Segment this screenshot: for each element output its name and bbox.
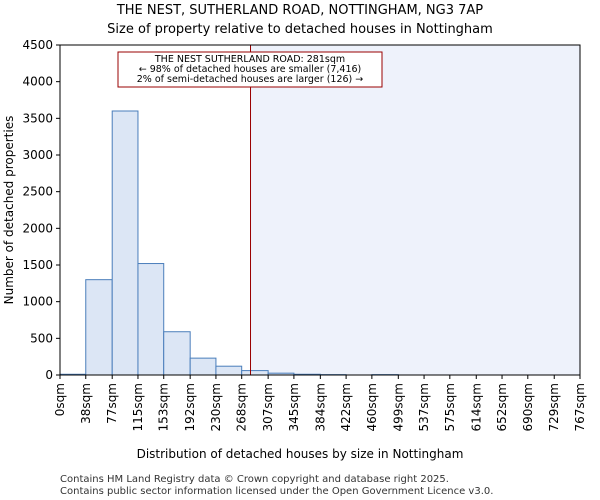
x-tick-label-614sqm: 614sqm <box>469 383 483 431</box>
x-tick-label-422sqm: 422sqm <box>339 383 353 431</box>
annotation-box: THE NEST SUTHERLAND ROAD: 281sqm ← 98% o… <box>117 51 383 88</box>
x-tick-label-499sqm: 499sqm <box>391 383 405 431</box>
x-tick-label-230sqm: 230sqm <box>209 383 223 431</box>
bar-77sqm <box>111 110 139 376</box>
x-tick-label-153sqm: 153sqm <box>157 383 171 431</box>
highlight-region <box>250 45 580 375</box>
x-axis-label: Distribution of detached houses by size … <box>137 447 464 461</box>
y-tick-label-4000: 4000 <box>22 75 53 89</box>
y-tick-label-1500: 1500 <box>22 258 53 272</box>
x-tick-label-345sqm: 345sqm <box>287 383 301 431</box>
x-tick-label-729sqm: 729sqm <box>547 383 561 431</box>
annotation-line-3: 2% of semi-detached houses are larger (1… <box>137 74 364 85</box>
x-tick-label-460sqm: 460sqm <box>365 383 379 431</box>
x-tick-label-384sqm: 384sqm <box>313 383 327 431</box>
y-tick-label-500: 500 <box>30 331 53 345</box>
bar-192sqm <box>189 357 217 376</box>
bar-38sqm <box>85 279 113 376</box>
y-tick-label-3500: 3500 <box>22 111 53 125</box>
bar-153sqm <box>163 331 191 376</box>
y-tick-label-1000: 1000 <box>22 295 53 309</box>
x-tick-label-652sqm: 652sqm <box>495 383 509 431</box>
y-tick-label-3000: 3000 <box>22 148 53 162</box>
y-tick-label-2500: 2500 <box>22 185 53 199</box>
annotation-frame <box>117 51 383 88</box>
x-tick-label-537sqm: 537sqm <box>417 383 431 431</box>
y-tick-label-2000: 2000 <box>22 221 53 235</box>
x-tick-label-77sqm: 77sqm <box>105 383 119 424</box>
x-tick-label-575sqm: 575sqm <box>443 383 457 431</box>
y-tick-label-4500: 4500 <box>22 38 53 52</box>
y-tick-label-0: 0 <box>45 368 53 382</box>
x-tick-label-38sqm: 38sqm <box>79 383 93 424</box>
x-tick-label-767sqm: 767sqm <box>573 383 587 431</box>
bar-268sqm <box>241 370 269 376</box>
chart-title: THE NEST, SUTHERLAND ROAD, NOTTINGHAM, N… <box>116 3 483 18</box>
y-axis-label: Number of detached properties <box>2 116 16 305</box>
x-tick-label-0sqm: 0sqm <box>53 383 67 416</box>
footer-line-2: Contains public sector information licen… <box>60 486 493 497</box>
x-tick-label-268sqm: 268sqm <box>235 383 249 431</box>
footer-line-1: Contains HM Land Registry data © Crown c… <box>60 474 449 485</box>
x-tick-label-115sqm: 115sqm <box>131 383 145 431</box>
bar-230sqm <box>215 365 243 376</box>
annotation-line-2: ← 98% of detached houses are smaller (7,… <box>139 64 362 75</box>
x-tick-label-192sqm: 192sqm <box>183 383 197 431</box>
bar-115sqm <box>137 263 165 376</box>
x-tick-label-690sqm: 690sqm <box>521 383 535 431</box>
annotation-line-1: THE NEST SUTHERLAND ROAD: 281sqm <box>154 54 345 65</box>
chart-subtitle: Size of property relative to detached ho… <box>107 22 493 37</box>
plot-area: 0 500 1000 1500 2000 2500 3000 3500 4000 4500 0sqm… <box>22 38 587 431</box>
x-tick-label-307sqm: 307sqm <box>261 383 275 431</box>
